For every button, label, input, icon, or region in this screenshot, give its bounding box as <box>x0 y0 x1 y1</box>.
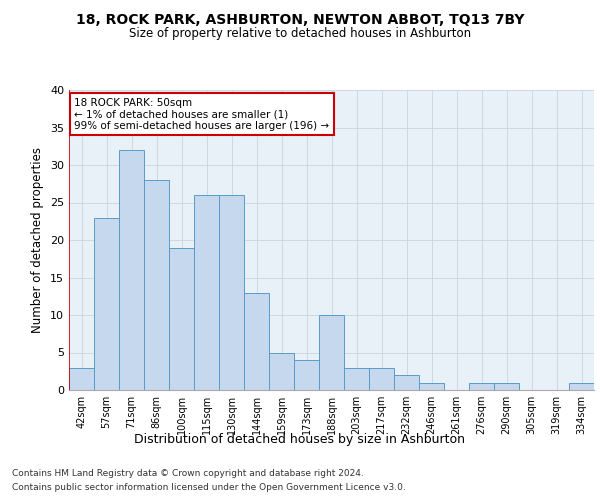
Bar <box>244 292 269 390</box>
Bar <box>169 248 194 390</box>
Text: Contains public sector information licensed under the Open Government Licence v3: Contains public sector information licen… <box>12 484 406 492</box>
Bar <box>94 218 119 390</box>
Bar <box>494 382 519 390</box>
Bar <box>69 368 94 390</box>
Bar <box>419 382 444 390</box>
Bar <box>219 195 244 390</box>
Bar <box>119 150 144 390</box>
Bar <box>194 195 219 390</box>
Text: Distribution of detached houses by size in Ashburton: Distribution of detached houses by size … <box>134 432 466 446</box>
Bar <box>269 352 294 390</box>
Bar <box>369 368 394 390</box>
Y-axis label: Number of detached properties: Number of detached properties <box>31 147 44 333</box>
Bar <box>569 382 594 390</box>
Bar <box>344 368 369 390</box>
Text: 18, ROCK PARK, ASHBURTON, NEWTON ABBOT, TQ13 7BY: 18, ROCK PARK, ASHBURTON, NEWTON ABBOT, … <box>76 12 524 26</box>
Text: Contains HM Land Registry data © Crown copyright and database right 2024.: Contains HM Land Registry data © Crown c… <box>12 468 364 477</box>
Bar <box>469 382 494 390</box>
Text: Size of property relative to detached houses in Ashburton: Size of property relative to detached ho… <box>129 28 471 40</box>
Bar <box>294 360 319 390</box>
Bar <box>394 375 419 390</box>
Bar <box>144 180 169 390</box>
Text: 18 ROCK PARK: 50sqm
← 1% of detached houses are smaller (1)
99% of semi-detached: 18 ROCK PARK: 50sqm ← 1% of detached hou… <box>74 98 329 130</box>
Bar <box>319 315 344 390</box>
